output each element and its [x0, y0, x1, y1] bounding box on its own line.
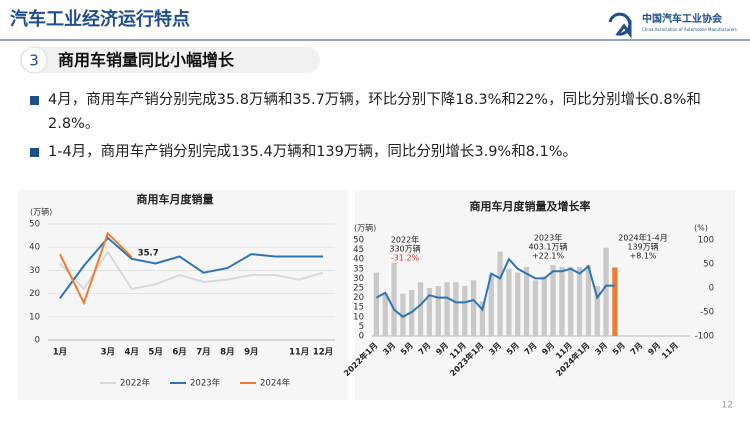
- bar: [488, 274, 494, 336]
- y-tick-label: 50: [353, 236, 364, 246]
- bullet: 4月，商用车产销分别完成35.8万辆和35.7万辆，环比分别下降18.3%和22…: [30, 88, 730, 136]
- annotation: 403.1万辆: [529, 242, 568, 252]
- bar: [453, 282, 459, 336]
- section-badge: [20, 46, 48, 74]
- y-tick-label: 45: [353, 245, 364, 255]
- annotation: 2022年: [391, 235, 419, 245]
- y-tick-label: 50: [29, 220, 40, 230]
- x-tick-label: 3月: [101, 348, 115, 358]
- logo-icon: [608, 12, 632, 39]
- annotation: +8.1%: [629, 252, 656, 261]
- bar: [462, 286, 468, 336]
- y2-tick-label: -100: [695, 332, 714, 342]
- bar: [400, 293, 406, 336]
- data-label: 35.7: [138, 249, 159, 259]
- y-tick-label: 30: [353, 274, 364, 284]
- y2-tick-label: 50: [703, 260, 714, 270]
- y-tick-label: 10: [353, 312, 364, 322]
- legend-label: 2022年: [120, 378, 151, 389]
- bullet-text: 1-4月，商用车产销分别完成135.4万辆和139万辆，同比分别增长3.9%和8…: [48, 144, 578, 160]
- bar: [426, 288, 433, 336]
- y2-tick-label: -50: [700, 308, 714, 318]
- y2-tick-label: 100: [698, 236, 714, 246]
- y-tick-label: 20: [29, 289, 40, 299]
- x-tick-label: 7月: [196, 348, 210, 358]
- bar: [594, 286, 600, 336]
- bar: [444, 282, 450, 336]
- bar: [550, 264, 556, 336]
- y-axis-label: (万辆): [30, 207, 52, 217]
- bar: [417, 282, 424, 336]
- bar: [391, 263, 397, 336]
- chart-title: 商用车月度销量及增长率: [470, 199, 591, 213]
- y-tick-label: 0: [359, 332, 364, 342]
- x-tick-label: 1月: [53, 348, 67, 358]
- legend-label: 2023年: [190, 378, 221, 389]
- bar: [515, 272, 521, 336]
- line: [59, 249, 324, 291]
- y2-axis-label: (%): [694, 224, 708, 233]
- bullet-text: 4月，商用车产销分别完成35.8万辆和35.7万辆，环比分别下降18.3%和22…: [48, 92, 701, 132]
- bar: [612, 267, 618, 336]
- annotation: -31.2%: [391, 254, 420, 263]
- bar: [541, 276, 547, 336]
- y-tick-label: 20: [353, 293, 364, 303]
- y-tick-label: 15: [353, 303, 364, 313]
- annotation: 139万辆: [627, 242, 658, 252]
- y-tick-label: 30: [29, 266, 40, 276]
- y-tick-label: 25: [353, 284, 364, 294]
- annotation: +22.1%: [532, 252, 565, 261]
- section-band: [20, 47, 320, 73]
- annotation: 2024年1-4月: [618, 233, 667, 243]
- section-title: 商用车销量同比小幅增长: [58, 51, 235, 70]
- line: [375, 257, 615, 318]
- annotation: 330万辆: [389, 244, 420, 254]
- y-tick-label: 10: [29, 312, 40, 322]
- section-number: 3: [29, 52, 39, 70]
- logo-text-en: China Association of Automobile Manufact…: [642, 27, 737, 32]
- logo-text: 中国汽车工业协会: [642, 12, 722, 25]
- slide-title: 汽车工业经济运行特点: [10, 8, 190, 30]
- bullet: 1-4月，商用车产销分别完成135.4万辆和139万辆，同比分别增长3.9%和8…: [30, 140, 730, 164]
- bar: [532, 280, 539, 336]
- bar: [559, 266, 565, 336]
- bar: [585, 264, 592, 336]
- bar: [470, 280, 477, 336]
- x-tick-label: 4月: [124, 348, 138, 358]
- bar: [373, 272, 380, 336]
- bar: [435, 286, 441, 336]
- y-tick-label: 40: [353, 255, 364, 265]
- bar: [479, 301, 486, 336]
- bar: [568, 266, 574, 336]
- y-tick-label: 40: [29, 243, 40, 253]
- x-tick-label: 11月: [289, 348, 309, 358]
- chart-title: 商用车月度销量: [137, 192, 214, 206]
- page-number: 12: [722, 401, 733, 411]
- y-axis-label: (万辆): [354, 223, 376, 233]
- bar: [382, 293, 388, 336]
- bar: [576, 266, 583, 336]
- y-tick-label: 0: [35, 336, 40, 346]
- bar: [603, 247, 609, 336]
- annotation: 2023年: [534, 233, 562, 243]
- bar: [523, 266, 530, 336]
- x-tick-label: 6月: [172, 348, 186, 358]
- chart-panel: [18, 190, 348, 400]
- x-tick-label: 9月: [244, 348, 258, 358]
- x-tick-label: 12月: [313, 348, 333, 358]
- y2-tick-label: 0: [709, 284, 714, 294]
- y-tick-label: 35: [353, 264, 364, 274]
- legend-label: 2024年: [260, 378, 291, 389]
- y-tick-label: 5: [359, 322, 364, 332]
- x-tick-label: 8月: [220, 348, 234, 358]
- line: [59, 231, 133, 306]
- bar: [506, 268, 512, 336]
- x-tick-label: 5月: [148, 348, 162, 358]
- bar: [497, 251, 503, 336]
